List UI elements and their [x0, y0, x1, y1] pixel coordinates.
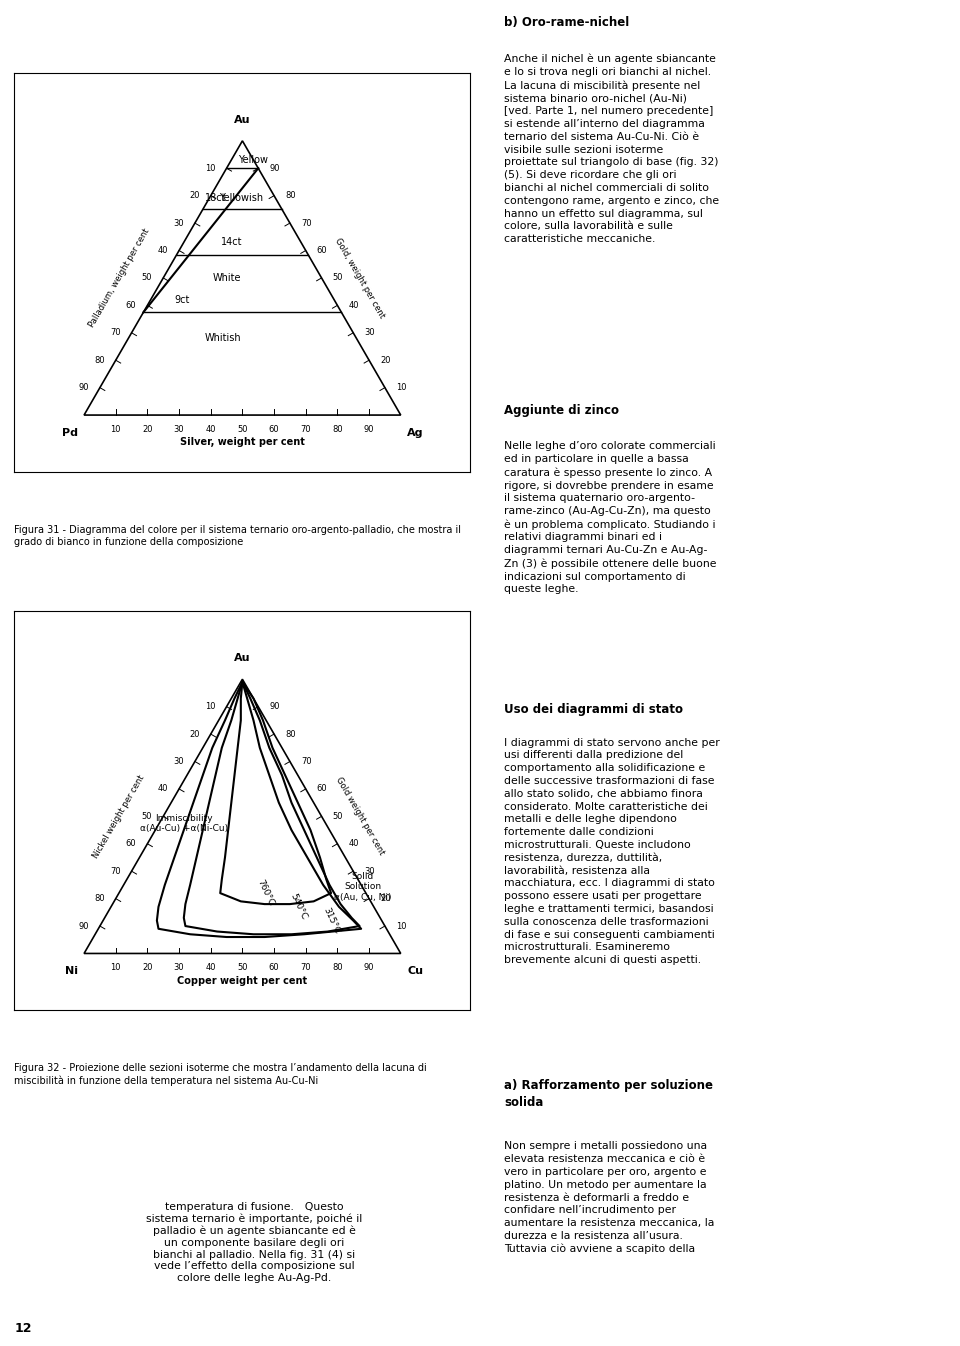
Text: a) Rafforzamento per soluzione
solida: a) Rafforzamento per soluzione solida	[504, 1079, 713, 1109]
Text: Ni: Ni	[64, 966, 78, 976]
Text: b) Oro-rame-nichel: b) Oro-rame-nichel	[504, 16, 629, 30]
Text: Ag: Ag	[407, 428, 423, 437]
Text: Non sempre i metalli possiedono una
elevata resistenza meccanica e ciò è
vero in: Non sempre i metalli possiedono una elev…	[504, 1141, 714, 1254]
Text: Nickel weight per cent: Nickel weight per cent	[91, 773, 147, 860]
Text: Cu: Cu	[407, 966, 423, 976]
Text: 10: 10	[396, 922, 406, 930]
Text: 70: 70	[109, 867, 121, 876]
Text: 10: 10	[205, 164, 215, 172]
Text: Silver, weight per cent: Silver, weight per cent	[180, 437, 305, 447]
Text: White: White	[212, 273, 241, 283]
Text: 9ct: 9ct	[175, 295, 190, 306]
Text: 40: 40	[157, 246, 168, 254]
Text: Whitish: Whitish	[205, 334, 242, 343]
Text: Palladium, weight per cent: Palladium, weight per cent	[86, 227, 151, 328]
Text: 10: 10	[396, 384, 406, 392]
Text: 80: 80	[332, 962, 343, 972]
Text: 760°C: 760°C	[255, 879, 276, 907]
Text: 50: 50	[142, 812, 152, 821]
Text: Copper weight per cent: Copper weight per cent	[178, 976, 307, 985]
Text: 90: 90	[270, 164, 279, 172]
Text: 30: 30	[174, 424, 184, 433]
Text: 70: 70	[109, 328, 121, 338]
Text: 20: 20	[189, 730, 200, 739]
Text: 50: 50	[333, 273, 343, 283]
Text: 20: 20	[142, 962, 153, 972]
Text: Figura 32 - Proiezione delle sezioni isoterme che mostra l’andamento della lacun: Figura 32 - Proiezione delle sezioni iso…	[14, 1063, 427, 1085]
Text: 14ct: 14ct	[221, 237, 242, 248]
Text: 40: 40	[205, 962, 216, 972]
Text: 40: 40	[348, 302, 359, 310]
Text: 315°C: 315°C	[322, 906, 342, 935]
Text: Aggiunte di zinco: Aggiunte di zinco	[504, 404, 619, 417]
Text: 80: 80	[332, 424, 343, 433]
Text: 10: 10	[205, 703, 215, 711]
Text: 30: 30	[173, 218, 183, 227]
Text: 18ct: 18ct	[204, 194, 227, 203]
Text: 70: 70	[300, 424, 311, 433]
Text: 80: 80	[285, 730, 296, 739]
Text: 80: 80	[94, 355, 105, 365]
Text: 90: 90	[79, 384, 89, 392]
Text: Pd: Pd	[61, 428, 78, 437]
Text: 50: 50	[237, 962, 248, 972]
Text: 20: 20	[142, 424, 153, 433]
Text: 60: 60	[126, 840, 136, 848]
Text: 70: 70	[301, 756, 312, 766]
Text: 50: 50	[237, 424, 248, 433]
Text: 80: 80	[285, 191, 296, 201]
Text: 60: 60	[317, 246, 327, 254]
Text: Yellow: Yellow	[238, 155, 269, 166]
Text: Au: Au	[234, 653, 251, 664]
Text: 90: 90	[270, 703, 279, 711]
Text: 30: 30	[173, 756, 183, 766]
Text: 10: 10	[110, 424, 121, 433]
Text: temperatura di fusione. Questo
sistema ternario è importante, poiché il
palladio: temperatura di fusione. Questo sistema t…	[146, 1202, 363, 1283]
Text: 20: 20	[189, 191, 200, 201]
Text: 50: 50	[142, 273, 152, 283]
Text: Anche il nichel è un agente sbiancante
e lo si trova negli ori bianchi al nichel: Anche il nichel è un agente sbiancante e…	[504, 54, 719, 244]
Text: 80: 80	[94, 894, 105, 903]
Text: 60: 60	[317, 785, 327, 793]
Text: 30: 30	[174, 962, 184, 972]
Text: Figura 31 - Diagramma del colore per il sistema ternario oro-argento-palladio, c: Figura 31 - Diagramma del colore per il …	[14, 525, 462, 546]
Text: Gold weight per cent: Gold weight per cent	[333, 775, 386, 857]
Text: 70: 70	[301, 218, 312, 227]
Text: 90: 90	[364, 962, 374, 972]
Text: 70: 70	[300, 962, 311, 972]
Text: Nelle leghe d’oro colorate commerciali
ed in particolare in quelle a bassa
carat: Nelle leghe d’oro colorate commerciali e…	[504, 441, 716, 595]
Text: 30: 30	[364, 867, 375, 876]
Text: Solid
Solution
α(Au, Cu, Ni): Solid Solution α(Au, Cu, Ni)	[334, 872, 392, 902]
Text: Gold, weight per cent: Gold, weight per cent	[333, 237, 386, 319]
Text: Immiscibility
α(Au-Cu) +α(Ni-Cu): Immiscibility α(Au-Cu) +α(Ni-Cu)	[140, 814, 228, 833]
Text: 40: 40	[348, 840, 359, 848]
Text: 540°C: 540°C	[288, 892, 308, 921]
Text: 60: 60	[126, 302, 136, 310]
Text: Yellowish: Yellowish	[219, 194, 263, 203]
Text: Uso dei diagrammi di stato: Uso dei diagrammi di stato	[504, 703, 683, 716]
Text: 90: 90	[364, 424, 374, 433]
Text: Au: Au	[234, 114, 251, 125]
Text: 10: 10	[110, 962, 121, 972]
Text: I diagrammi di stato servono anche per
usi differenti dalla predizione del
compo: I diagrammi di stato servono anche per u…	[504, 738, 720, 965]
Text: 12: 12	[14, 1322, 32, 1335]
Text: 30: 30	[364, 328, 375, 338]
Text: 20: 20	[380, 894, 391, 903]
Text: 60: 60	[269, 424, 279, 433]
Text: 90: 90	[79, 922, 89, 930]
Text: 50: 50	[333, 812, 343, 821]
Text: 40: 40	[205, 424, 216, 433]
Text: 60: 60	[269, 962, 279, 972]
Text: 20: 20	[380, 355, 391, 365]
Text: 40: 40	[157, 785, 168, 793]
